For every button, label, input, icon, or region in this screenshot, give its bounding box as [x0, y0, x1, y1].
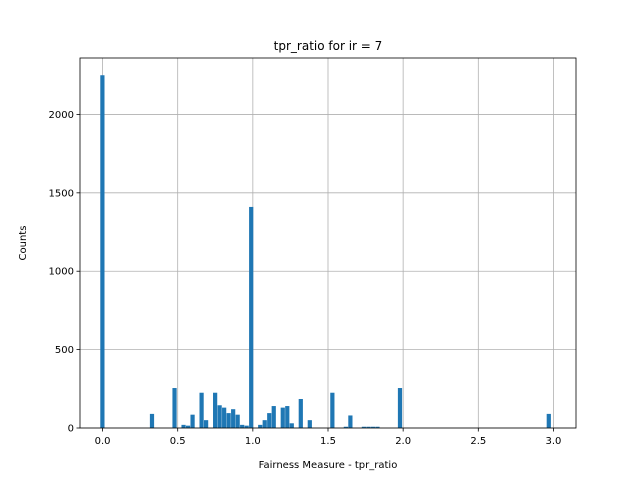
histogram-bar	[235, 414, 240, 428]
x-tick-label: 1.5	[320, 436, 336, 447]
chart-title: tpr_ratio for ir = 7	[274, 39, 383, 53]
x-tick-label: 2.5	[470, 436, 486, 447]
histogram-bar	[240, 424, 245, 428]
histogram-bar	[244, 425, 249, 428]
histogram-bar	[280, 407, 285, 428]
y-tick-label: 500	[55, 345, 74, 356]
histogram-bar	[222, 407, 227, 428]
x-tick-label: 0.5	[170, 436, 186, 447]
histogram-bar	[348, 415, 353, 428]
histogram-bar	[213, 392, 218, 428]
x-axis-ticks: 0.0 0.5 1.0 1.5 2.0 2.5 3.0	[95, 428, 562, 447]
x-tick-label: 2.0	[395, 436, 411, 447]
histogram-bar	[330, 392, 335, 428]
histogram-bar	[181, 424, 186, 428]
y-tick-label: 1000	[49, 267, 74, 278]
x-tick-label: 0.0	[95, 436, 111, 447]
histogram-bar	[217, 405, 222, 428]
histogram-bar	[289, 423, 294, 428]
x-axis-label: Fairness Measure - tpr_ratio	[259, 460, 398, 471]
histogram-bar	[307, 420, 312, 428]
histogram-bar	[546, 413, 551, 428]
y-tick-label: 0	[68, 424, 74, 435]
histogram-bar	[100, 75, 105, 429]
y-tick-label: 1500	[49, 188, 74, 199]
y-axis-label: Counts	[18, 226, 29, 261]
histogram-bar	[262, 420, 267, 428]
x-tick-label: 3.0	[546, 436, 562, 447]
histogram-bar	[185, 425, 191, 428]
histogram-bar	[226, 413, 231, 428]
histogram-bar	[285, 406, 290, 428]
x-tick-label: 1.0	[245, 436, 261, 447]
histogram-bar	[397, 388, 403, 428]
histogram-bar	[231, 409, 236, 428]
histogram-bar	[366, 426, 371, 428]
histogram-bar	[267, 413, 272, 428]
histogram-bar	[249, 206, 254, 428]
histogram-bar	[258, 424, 263, 428]
histogram-bar	[190, 414, 195, 428]
y-tick-label: 2000	[49, 110, 74, 121]
histogram-bar	[343, 426, 348, 428]
histogram-bar	[172, 388, 177, 428]
grid-lines	[80, 58, 576, 429]
histogram-bar	[149, 413, 155, 428]
histogram-bar	[204, 420, 209, 428]
y-axis-ticks: 0 500 1000 1500 2000	[49, 110, 80, 435]
histogram-bar	[370, 426, 376, 428]
histogram-bar	[271, 406, 276, 428]
histogram-bar	[199, 392, 204, 428]
bars	[100, 75, 551, 429]
histogram-bar	[375, 426, 380, 428]
histogram-bar	[361, 426, 367, 428]
histogram-bar	[298, 398, 303, 428]
